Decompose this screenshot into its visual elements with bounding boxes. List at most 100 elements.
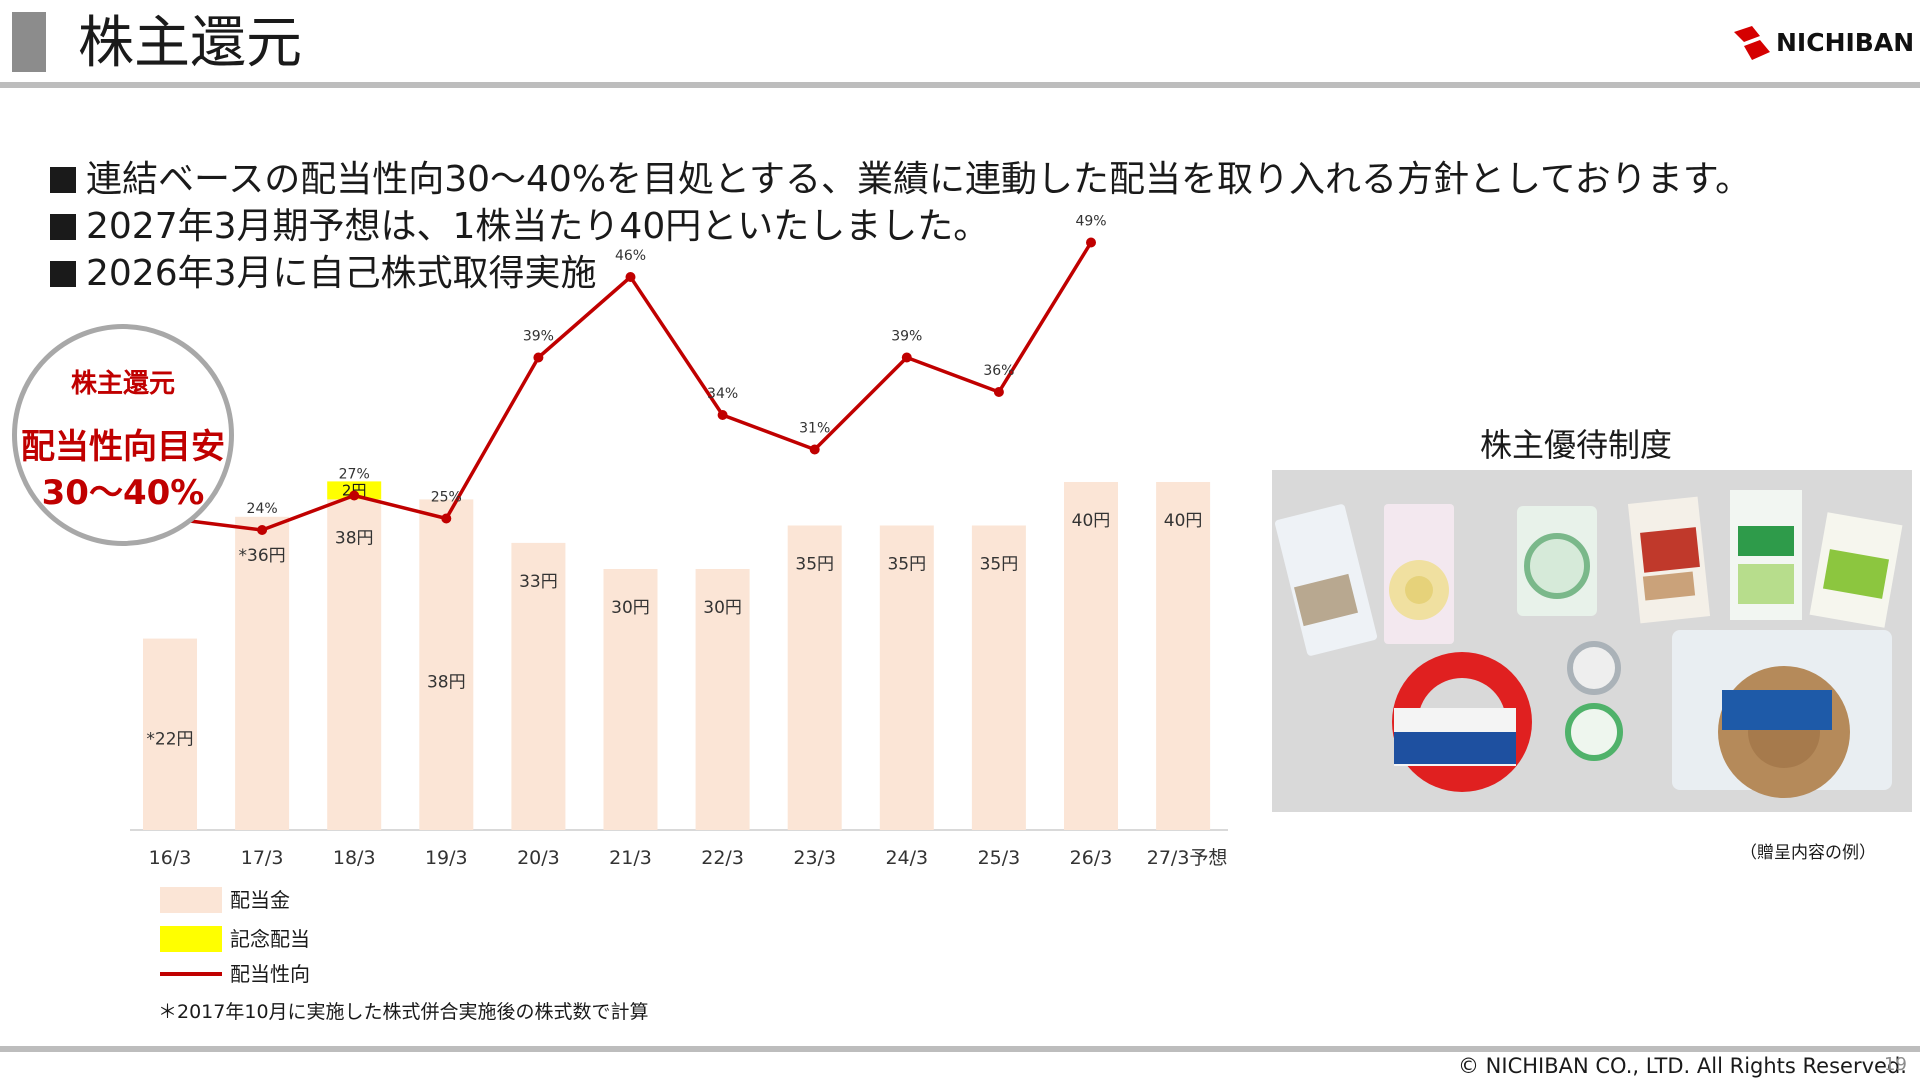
payout-ratio-point	[349, 490, 360, 501]
bullet-square-icon	[50, 214, 76, 240]
bar-dividend	[419, 499, 474, 830]
nichiban-logo	[1734, 26, 1770, 60]
page-number: 19	[1884, 1054, 1907, 1075]
payout-ratio-label: 27%	[339, 467, 370, 483]
tape-roll-icon	[1565, 641, 1623, 761]
x-tick-label: 26/3	[1070, 847, 1113, 869]
bar-label-dividend: 35円	[795, 555, 834, 575]
bar-dividend	[879, 525, 934, 830]
bullet-item: 2027年3月期予想は、1株当たり40円といたしました。	[50, 203, 989, 251]
payout-ratio-label: 34%	[707, 386, 738, 402]
footer-divider	[0, 1046, 1920, 1052]
payout-ratio-point	[257, 525, 268, 535]
product-package-icon	[1384, 504, 1454, 644]
bar-dividend	[787, 525, 842, 830]
payout-ratio-label: 46%	[615, 248, 646, 264]
nichiban-logo-mark	[1734, 26, 1770, 60]
bar-label-dividend: 33円	[519, 572, 558, 592]
chart-footnote: ＊2017年10月に実施した株式併合実施後の株式数で計算	[158, 1001, 649, 1023]
bar-label-dividend: *22円	[146, 730, 193, 750]
payout-ratio-point	[993, 387, 1004, 397]
logo-wordmark: NICHIBAN	[1776, 28, 1915, 57]
title-marker	[12, 12, 46, 72]
x-tick-label: 19/3	[425, 847, 468, 869]
product-package-icon	[1809, 512, 1903, 628]
bullet-text: 連結ベースの配当性向30～40%を目処とする、業績に連動した配当を取り入れる方針…	[86, 159, 1752, 200]
legend-swatch-dividend	[160, 887, 222, 913]
payout-target-badge: 株主還元 配当性向目安 30～40%	[12, 324, 234, 546]
bar-label-dividend: 38円	[335, 528, 374, 548]
x-tick-label: 18/3	[333, 847, 376, 869]
bar-dividend	[511, 542, 566, 830]
copyright-text: © NICHIBAN CO., LTD. All Rights Reserved…	[1458, 1054, 1907, 1078]
benefits-caption: （贈呈内容の例）	[1740, 843, 1876, 863]
header-divider	[0, 82, 1920, 88]
legend-label-commemorative: 記念配当	[230, 927, 310, 951]
bullet-item: 連結ベースの配当性向30～40%を目処とする、業績に連動した配当を取り入れる方針…	[50, 156, 1751, 204]
payout-ratio-label: 25%	[431, 490, 462, 506]
tape-roll-icon	[1392, 652, 1532, 792]
bar-dividend	[1156, 482, 1211, 830]
benefits-title: 株主優待制度	[1480, 426, 1673, 464]
payout-ratio-label: 36%	[983, 363, 1014, 379]
dividend-chart: *22円 16/3 *36円 17/3 2円 38円 18/3 38円 19/3 33円 20/3 3…	[130, 214, 1228, 869]
bar-label-dividend: 35円	[887, 555, 926, 575]
bar-dividend	[235, 516, 290, 830]
x-tick-label: 23/3	[793, 847, 836, 869]
payout-ratio-point	[441, 513, 452, 524]
payout-ratio-point	[625, 272, 636, 282]
x-tick-label: 25/3	[978, 847, 1021, 869]
payout-ratio-point	[901, 352, 912, 363]
badge-target-label: 配当性向目安	[21, 427, 225, 467]
legend-swatch-commemorative	[160, 926, 222, 952]
legend-swatch-payout	[160, 972, 222, 976]
payout-ratio-label: 24%	[247, 501, 278, 517]
bar-dividend	[143, 638, 197, 830]
badge-target-range: 30～40%	[41, 473, 205, 513]
x-tick-label: 20/3	[517, 847, 560, 869]
legend-label-dividend: 配当金	[230, 888, 290, 912]
bullet-text: 2026年3月に自己株式取得実施	[86, 253, 597, 294]
bar-label-dividend: 30円	[611, 598, 650, 618]
bar-commemorative	[327, 481, 382, 500]
x-tick-label: 24/3	[885, 847, 928, 869]
badge-title: 株主還元	[70, 369, 175, 399]
payout-ratio-point	[809, 444, 820, 455]
bar-dividend	[327, 499, 382, 830]
page-title: 株主還元	[78, 11, 302, 76]
bar-label-dividend: 30円	[703, 598, 742, 618]
payout-ratio-label: 31%	[799, 421, 830, 437]
bar-label-dividend: 38円	[427, 672, 466, 692]
bar-dividend	[695, 569, 750, 830]
bullet-text: 2027年3月期予想は、1株当たり40円といたしました。	[86, 206, 990, 247]
product-package-icon	[1274, 504, 1378, 656]
x-tick-label: 22/3	[701, 847, 744, 869]
bar-label-commemorative: 2円	[342, 481, 367, 499]
payout-ratio-label: 39%	[891, 329, 922, 345]
bar-dividend	[1064, 482, 1118, 830]
bar-label-dividend: 35円	[980, 555, 1019, 575]
product-package-icon	[1730, 490, 1802, 620]
bar-label-dividend: 40円	[1072, 511, 1111, 531]
x-tick-label: 21/3	[609, 847, 652, 869]
bar-dividend	[603, 569, 658, 830]
product-package-icon	[1672, 630, 1892, 798]
bullet-item: 2026年3月に自己株式取得実施	[50, 250, 597, 298]
bullet-square-icon	[50, 167, 76, 193]
x-tick-label: 16/3	[149, 847, 192, 869]
bar-label-dividend: 40円	[1164, 511, 1203, 531]
payout-ratio-label: 39%	[523, 329, 554, 345]
product-package-icon	[1517, 506, 1597, 616]
benefits-product-photo	[1272, 470, 1912, 812]
legend-label-payout: 配当性向	[230, 962, 310, 986]
payout-ratio-point	[717, 410, 728, 420]
bar-label-dividend: *36円	[239, 546, 286, 566]
payout-ratio-line	[169, 241, 1093, 532]
product-package-icon	[1627, 496, 1711, 624]
bar-dividend	[971, 525, 1026, 830]
payout-ratio-point	[533, 352, 544, 363]
payout-ratio-label: 49%	[1075, 214, 1106, 230]
x-tick-label: 17/3	[241, 847, 284, 869]
bullet-square-icon	[50, 261, 76, 287]
payout-ratio-point	[1086, 237, 1096, 248]
